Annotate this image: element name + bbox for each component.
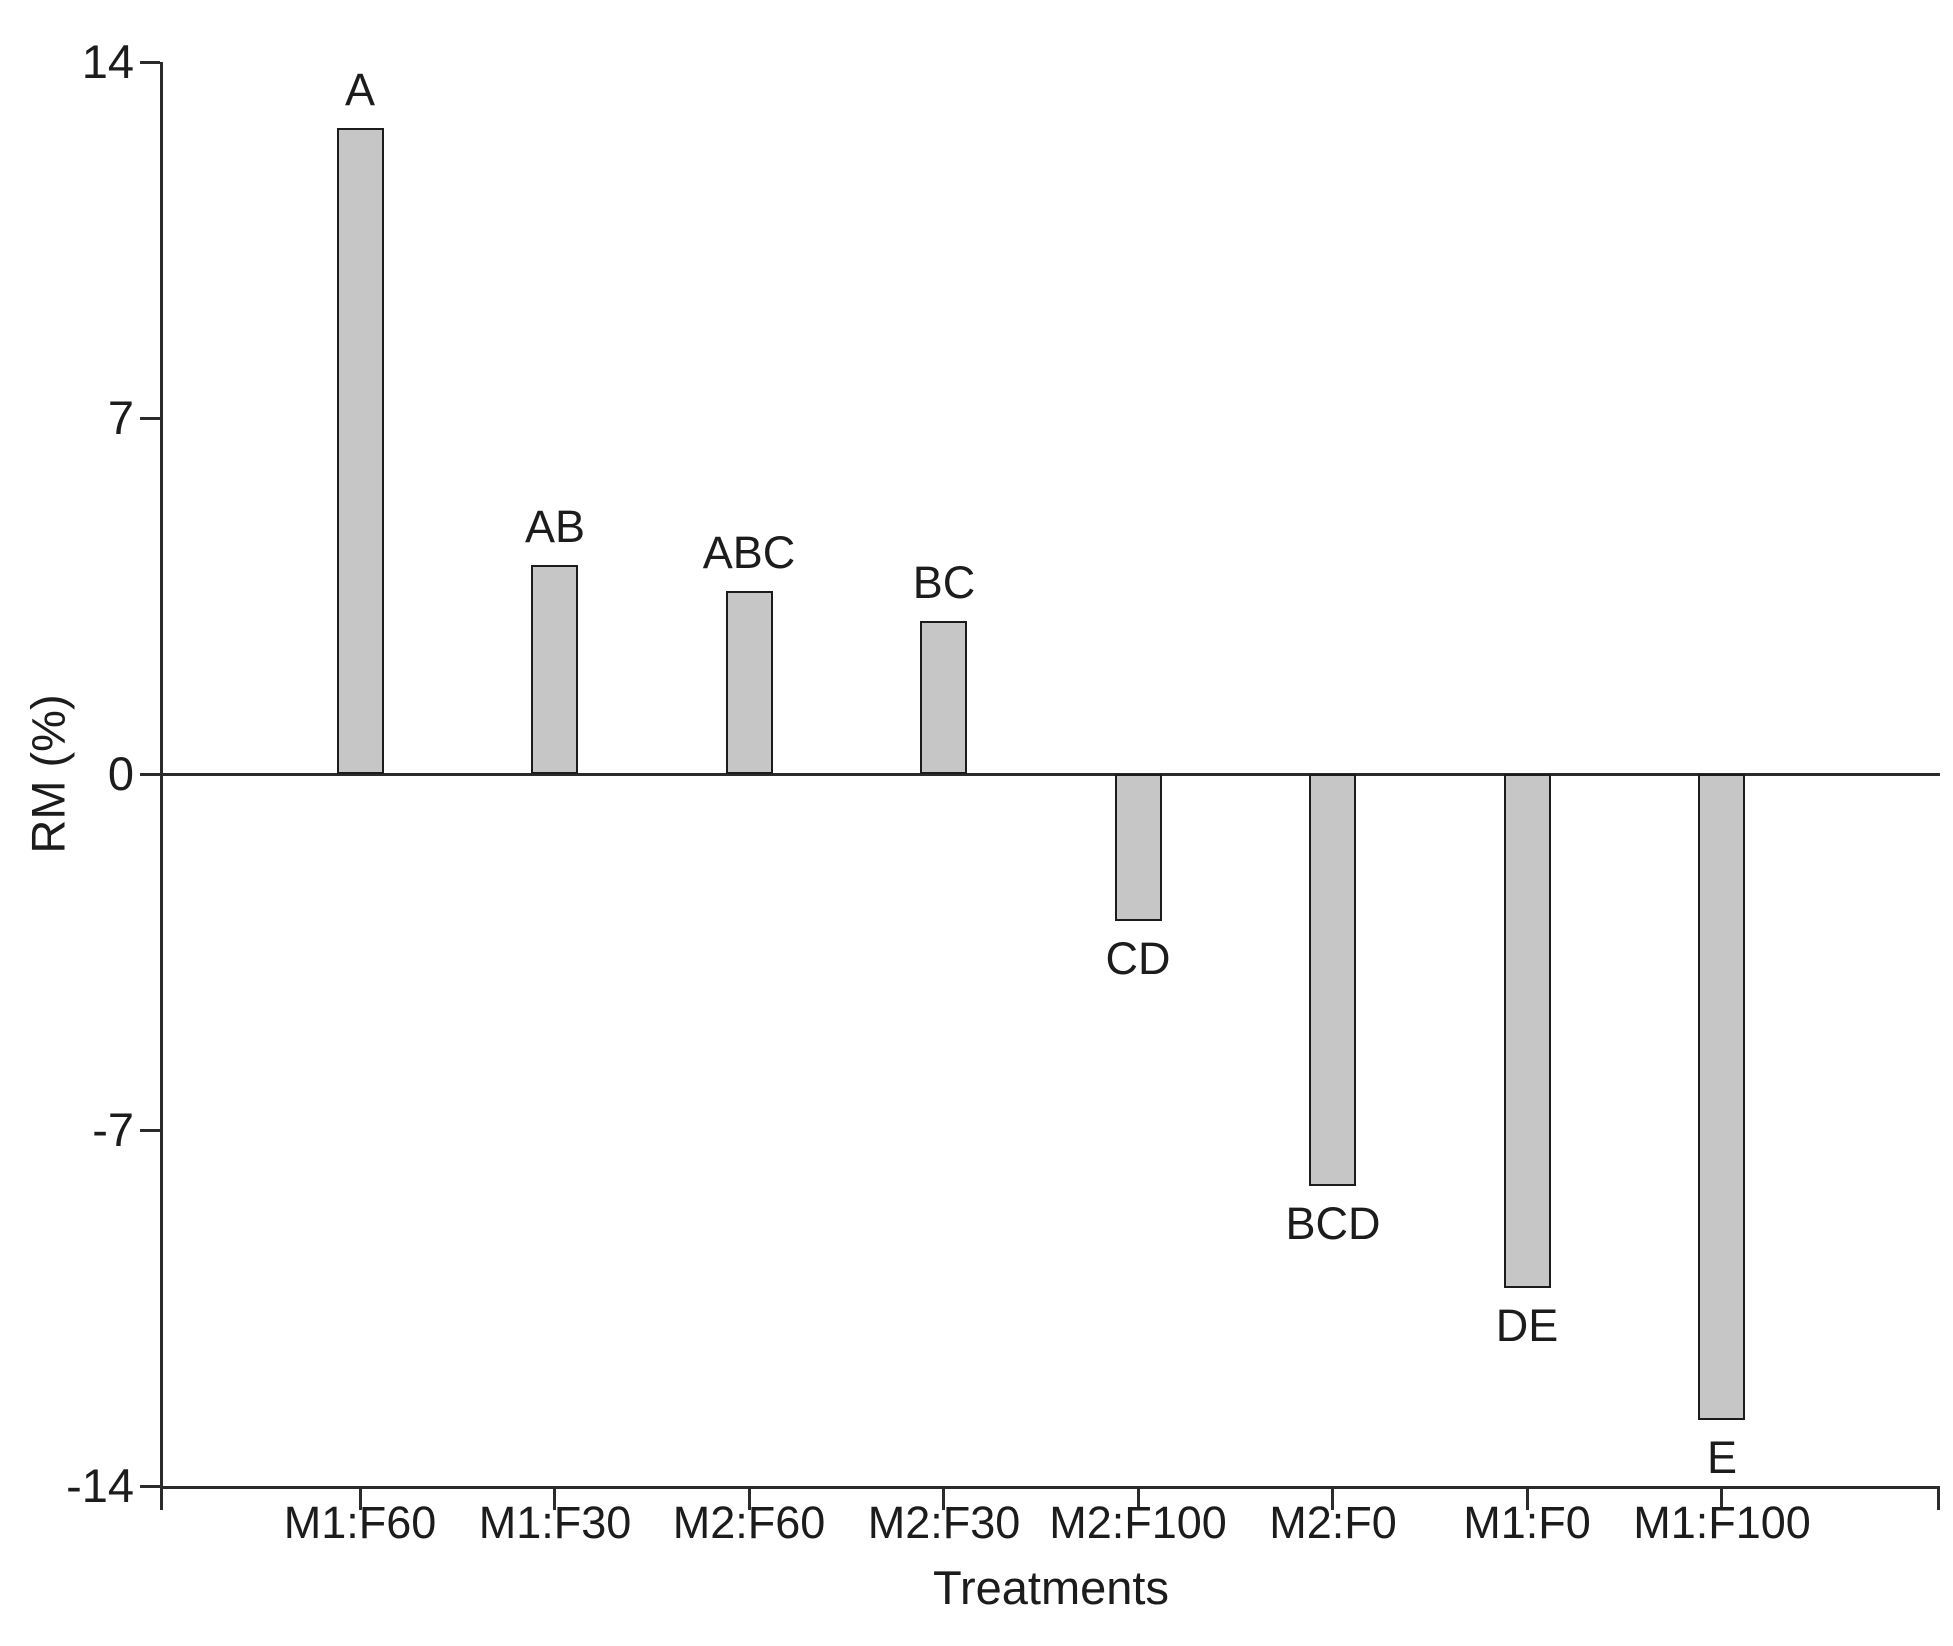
x-tick-label: M2:F30 — [867, 1497, 1021, 1548]
x-tick — [1331, 1486, 1334, 1510]
x-tick — [1720, 1486, 1723, 1510]
y-tick-label: 14 — [81, 35, 134, 88]
x-tick — [553, 1486, 556, 1510]
x-tick-label: M2:F60 — [672, 1497, 826, 1548]
bar-letter: BC — [912, 557, 976, 608]
zero-line — [163, 773, 1940, 776]
bar-letter: A — [344, 64, 375, 115]
y-tick — [140, 773, 160, 776]
x-axis-title: Treatments — [933, 1561, 1169, 1614]
bar — [1115, 774, 1162, 921]
bar-letter: CD — [1105, 933, 1171, 984]
bar-letter: E — [1706, 1432, 1737, 1483]
y-tick-label: 7 — [107, 391, 134, 444]
y-tick-label: -7 — [92, 1103, 134, 1156]
x-tick-label: M1:F60 — [283, 1497, 437, 1548]
x-tick — [942, 1486, 945, 1510]
x-tick — [748, 1486, 751, 1510]
y-tick-label: 0 — [107, 747, 134, 800]
y-tick — [140, 61, 160, 64]
bar-letter: ABC — [702, 527, 796, 578]
x-tick — [359, 1486, 362, 1510]
x-tick — [1526, 1486, 1529, 1510]
x-tick-label: M1:F100 — [1633, 1497, 1811, 1548]
bar-letter: AB — [524, 501, 586, 552]
x-tick — [1137, 1486, 1140, 1510]
y-tick — [140, 1485, 160, 1488]
bar — [1309, 774, 1356, 1186]
x-tick-label: M1:F0 — [1463, 1497, 1591, 1548]
y-tick — [140, 417, 160, 420]
x-tick-label: M1:F30 — [478, 1497, 632, 1548]
x-tick-label: M2:F0 — [1269, 1497, 1397, 1548]
bar — [726, 591, 773, 774]
x-tick-label: M2:F100 — [1049, 1497, 1227, 1548]
x-axis-end-tick — [1937, 1486, 1940, 1510]
bar — [531, 565, 578, 774]
y-tick — [140, 1129, 160, 1132]
bar — [337, 128, 384, 774]
bar-letter: DE — [1495, 1300, 1559, 1351]
y-tick-label: -14 — [66, 1459, 134, 1512]
bar-letter: BCD — [1285, 1198, 1381, 1249]
bar — [920, 621, 967, 774]
bar — [1504, 774, 1551, 1288]
y-axis-line — [160, 62, 163, 1510]
x-axis-line — [160, 1486, 1940, 1489]
bar — [1698, 774, 1745, 1420]
